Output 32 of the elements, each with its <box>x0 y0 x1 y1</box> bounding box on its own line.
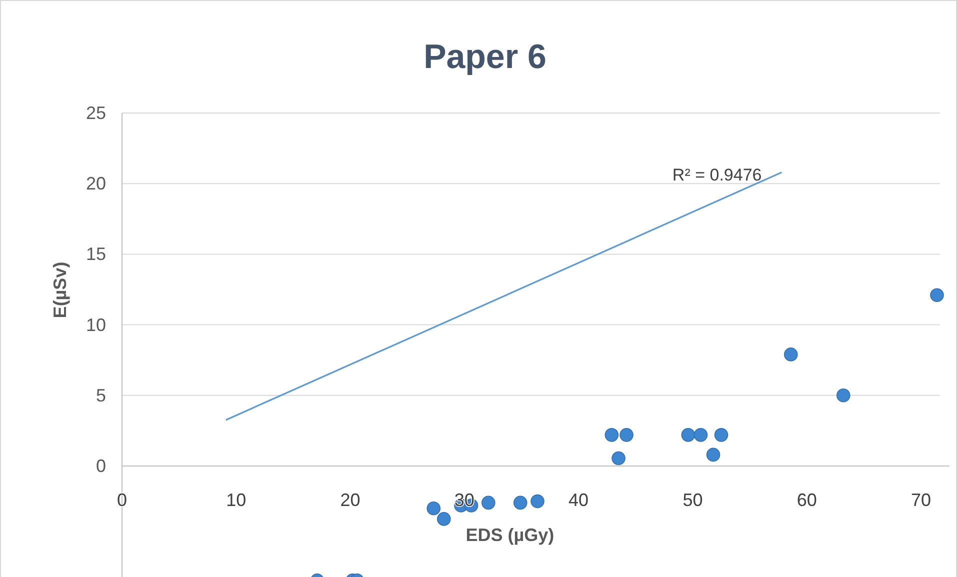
y-tick-label: 0 <box>96 456 106 476</box>
y-tick-label: 15 <box>86 244 106 264</box>
y-tick-label: 20 <box>86 174 106 194</box>
x-tick-label: 10 <box>226 490 246 510</box>
point <box>784 348 798 362</box>
x-tick-label: 70 <box>910 490 932 510</box>
point <box>694 428 708 442</box>
point <box>930 288 944 302</box>
point <box>620 428 634 442</box>
x-tick-label: 50 <box>682 490 703 510</box>
x-tick-label: 60 <box>796 490 817 510</box>
point <box>513 496 528 510</box>
point <box>530 494 544 508</box>
point <box>612 451 626 466</box>
x-tick-label: 0 <box>116 490 128 510</box>
point <box>681 428 696 442</box>
point <box>482 496 496 510</box>
y-tick-label: 10 <box>86 314 106 335</box>
chart-title: Paper 6 <box>424 38 546 76</box>
y-tick-label: 25 <box>86 103 106 123</box>
point <box>706 448 720 462</box>
point <box>604 428 619 442</box>
y-tick-label: 5 <box>96 385 106 406</box>
point <box>836 388 850 402</box>
annotation: R² = 0.9476 <box>672 165 762 184</box>
y-axis-title: E(µSv) <box>50 262 70 318</box>
x-tick-label: 20 <box>340 490 360 510</box>
point <box>714 428 728 442</box>
x-tick-label: 40 <box>568 490 589 510</box>
point <box>426 501 441 516</box>
point <box>436 512 451 526</box>
x-axis-title: EDS (µGy) <box>466 525 554 545</box>
